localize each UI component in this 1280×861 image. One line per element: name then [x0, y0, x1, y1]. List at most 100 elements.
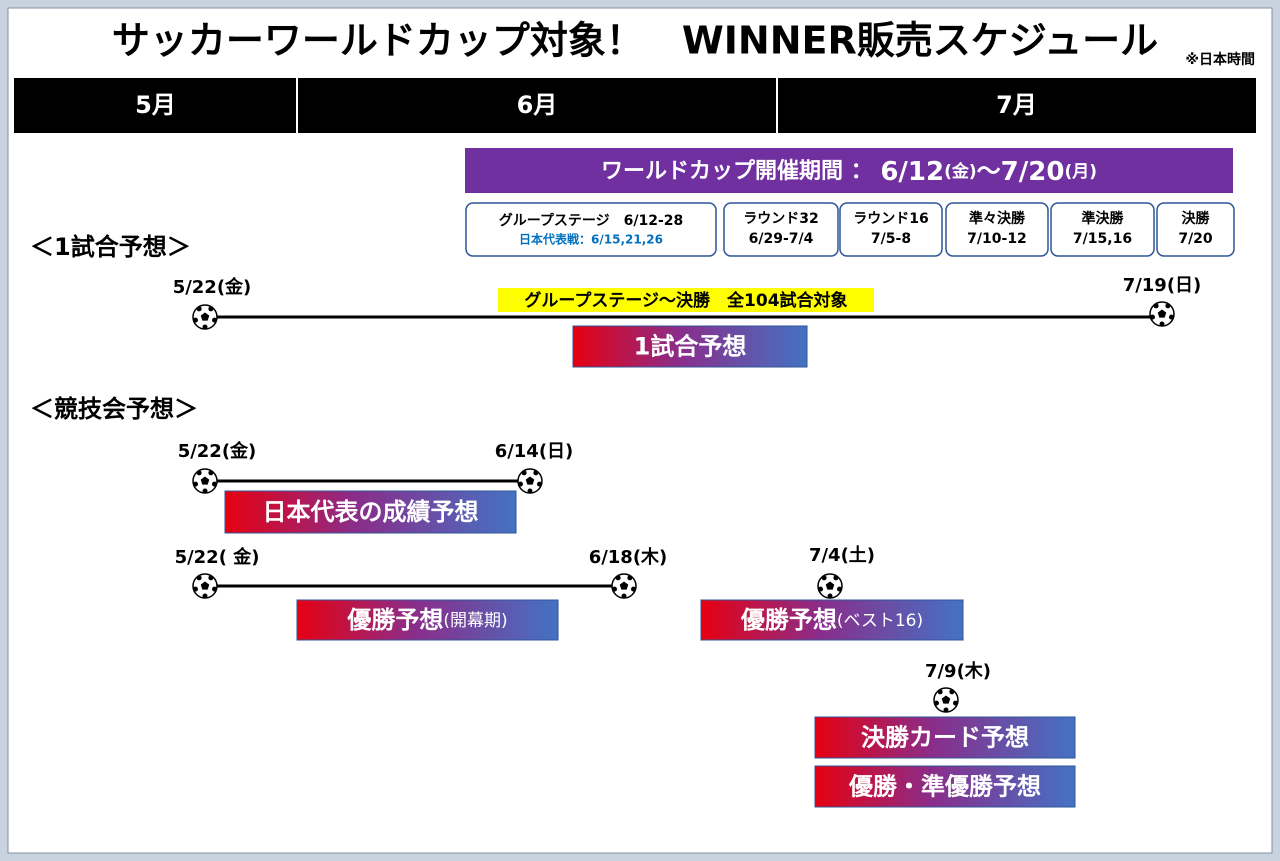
ball-patch [517, 481, 523, 487]
product-part: (開幕期) [443, 611, 507, 631]
ball-patch [1159, 321, 1165, 327]
ball-patch [621, 593, 627, 599]
ball-patch [611, 586, 617, 592]
label: ＜競技会予想＞ [30, 395, 198, 423]
label: ラウンド16 [853, 211, 928, 227]
ball-patch [200, 581, 210, 590]
ball-patch [202, 593, 208, 599]
label: グループステージ〜決勝 全104試合対象 [524, 290, 847, 311]
product-label: 優勝予想(ベスト16) [740, 606, 923, 634]
label: 7/20 [1178, 231, 1213, 247]
product-part: 優勝予想 [740, 606, 837, 634]
product-label: 優勝・準優勝予想 [848, 773, 1041, 801]
ball-patch [821, 575, 827, 581]
tournament-part: 〜 [977, 157, 1001, 185]
label: 6/14(日) [495, 441, 574, 462]
product-box [572, 325, 808, 368]
ball-patch [833, 575, 839, 581]
ball-patch [631, 586, 637, 592]
label: 6/18(木) [589, 546, 668, 568]
label: 日本代表戦：6/15,21,26 [519, 232, 663, 247]
ball-patch [200, 476, 210, 485]
ball-patch [953, 700, 959, 706]
ball-patch [1165, 303, 1171, 309]
title: サッカーワールドカップ対象！ WINNER販売スケジュール [112, 19, 1158, 63]
product-label: 日本代表の成績予想 [263, 498, 479, 526]
ball-patch [192, 481, 198, 487]
label: 準々決勝 [969, 210, 1026, 227]
tournament-part: 6/12 [880, 157, 944, 187]
tournament-part: (月) [1064, 162, 1097, 182]
stage-box [465, 202, 717, 257]
ball-patch [949, 689, 955, 695]
ball-patch [817, 586, 823, 592]
stage-box [1050, 202, 1155, 257]
ball-patch [212, 481, 218, 487]
label: 7/5-8 [871, 231, 911, 247]
month-bar [14, 78, 1256, 133]
product-box [700, 599, 964, 641]
product-box [814, 716, 1076, 759]
ball-patch [196, 306, 202, 312]
note: ※日本時間 [1185, 51, 1255, 68]
label: 6/29-7/4 [749, 231, 814, 247]
ball-patch [200, 312, 210, 321]
ball-patch [1149, 314, 1155, 320]
product-part: (ベスト16) [837, 611, 923, 631]
tournament-part: (金) [944, 161, 977, 182]
ball-patch [537, 481, 543, 487]
ball-patch [527, 488, 533, 494]
scope-highlight [498, 288, 874, 312]
ball-patch [937, 689, 943, 695]
ball-patch [825, 581, 835, 590]
ball-patch [943, 707, 949, 713]
ball-patch [192, 586, 198, 592]
label: 7月 [996, 91, 1037, 119]
ball-patch [615, 575, 621, 581]
stage-box [839, 202, 943, 257]
product-part: 優勝・準優勝予想 [848, 773, 1041, 801]
ball-patch [196, 470, 202, 476]
product-label: 決勝カード予想 [861, 724, 1029, 752]
label: ＜1試合予想＞ [30, 233, 191, 261]
product-part: 優勝予想 [346, 606, 443, 634]
ball-patch [827, 593, 833, 599]
ball-patch [627, 575, 633, 581]
label: 6月 [517, 91, 558, 119]
ball-patch [521, 470, 527, 476]
label: 決勝 [1182, 210, 1211, 227]
ball-patch [202, 324, 208, 330]
label: 7/15,16 [1073, 231, 1132, 247]
product-label: 優勝予想(開幕期) [346, 606, 507, 634]
product-label: 1試合予想 [634, 333, 747, 361]
ball-patch [208, 470, 214, 476]
label: 5/22(金) [178, 440, 257, 462]
label: 5/22(金) [173, 276, 252, 298]
ball-patch [212, 317, 218, 323]
product-part: 1試合予想 [634, 333, 747, 361]
stage-box [945, 202, 1049, 257]
ball-patch [208, 575, 214, 581]
ball-patch [525, 476, 535, 485]
label: 準決勝 [1082, 210, 1125, 227]
label: 7/10-12 [967, 231, 1027, 247]
ball-patch [212, 586, 218, 592]
product-box [296, 599, 559, 641]
ball-patch [533, 470, 539, 476]
label: 7/9(木) [925, 660, 991, 682]
product-part: 決勝カード予想 [861, 724, 1029, 752]
ball-patch [1153, 303, 1159, 309]
stage-box [723, 202, 839, 257]
product-box [814, 765, 1076, 808]
label: 5/22( 金) [175, 546, 260, 568]
panel [7, 7, 1273, 854]
ball-patch [619, 581, 629, 590]
ball-patch [192, 317, 198, 323]
ball-patch [196, 575, 202, 581]
tournament-part: ワールドカップ開催期間 ： [601, 159, 880, 184]
label: 5月 [135, 91, 176, 119]
label: 7/4(土) [809, 545, 875, 566]
label: 7/19(日) [1123, 275, 1202, 296]
tournament-period: ワールドカップ開催期間 ： 6/12(金)〜7/20(月) [601, 157, 1097, 187]
